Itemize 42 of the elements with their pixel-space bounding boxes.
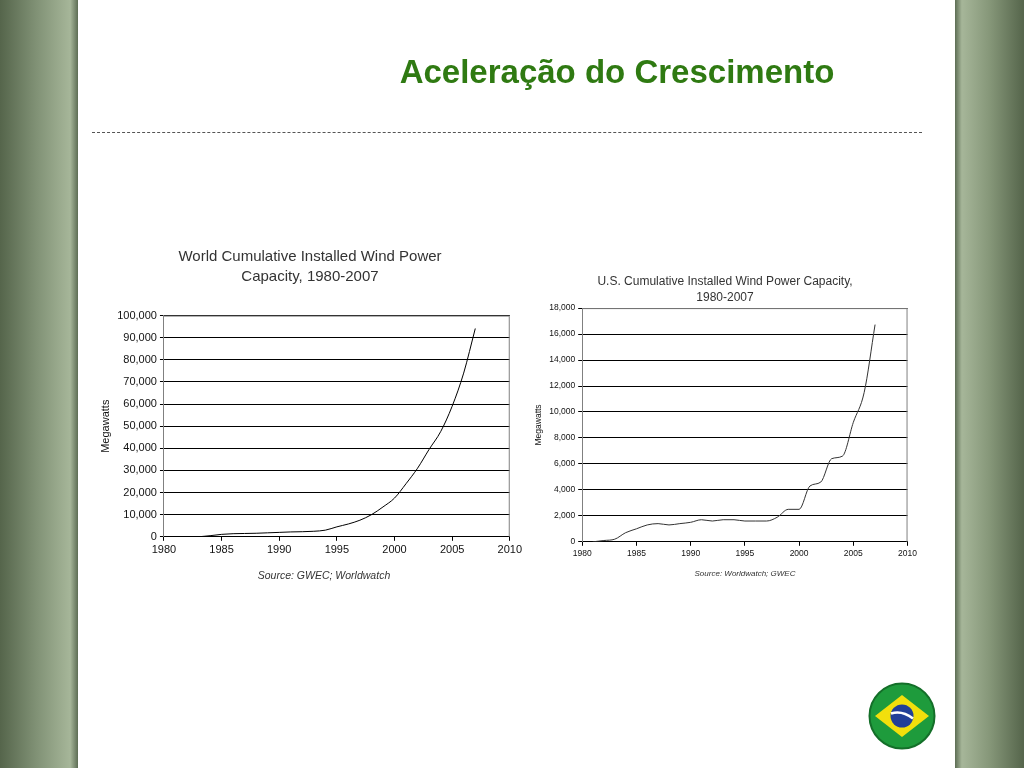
y-tick-label: 14,000 [549, 354, 576, 365]
y-axis-title: Megawatts [533, 404, 544, 446]
text: Aceleração do Crescimento [398, 53, 836, 91]
x-tick-label: 1980 [572, 548, 592, 559]
x-tick-label: 1990 [266, 543, 292, 556]
y-tick-label: 50,000 [123, 419, 157, 432]
y-tick-label: 10,000 [549, 406, 576, 417]
x-tick-label: 1995 [324, 543, 350, 556]
y-tick-label: 70,000 [123, 374, 157, 387]
y-tick-label: 80,000 [123, 352, 157, 365]
y-tick-label: 60,000 [123, 397, 157, 410]
y-tick-label: 18,000 [549, 302, 576, 313]
y-tick-label: 100,000 [117, 308, 157, 321]
y-tick-label: 16,000 [549, 328, 576, 339]
y-tick-label: 90,000 [123, 330, 157, 343]
y-tick-label: 0 [150, 529, 157, 542]
x-tick-label: 2005 [439, 543, 465, 556]
y-tick-label: 0 [570, 536, 576, 547]
y-tick-label: 6,000 [553, 458, 576, 469]
x-tick-label: 2000 [789, 548, 809, 559]
source-note: Source: Worldwatch; GWEC [693, 569, 797, 578]
x-tick-label: 1985 [209, 543, 234, 556]
y-tick-label: 4,000 [553, 484, 576, 495]
x-tick-label: 2010 [497, 543, 523, 556]
x-tick-label: 1995 [735, 548, 755, 559]
y-tick-label: 10,000 [123, 507, 157, 520]
y-tick-label: 20,000 [123, 485, 157, 498]
y-tick-label: 8,000 [553, 432, 576, 443]
x-tick-label: 2005 [843, 548, 864, 559]
x-tick-label: 1990 [681, 548, 701, 559]
chart-title: World Cumulative Installed Wind Power Capacity, 1980-2007 [177, 246, 443, 286]
x-tick-label: 1985 [626, 548, 647, 559]
y-tick-label: 30,000 [123, 463, 157, 476]
y-tick-label: 2,000 [553, 510, 576, 521]
y-tick-label: 12,000 [549, 380, 576, 391]
y-tick-label: 40,000 [123, 441, 157, 454]
y-axis-title: Megawatts [98, 399, 111, 453]
chart-title: U.S. Cumulative Installed Wind Power Capacity, 1980-2007 [596, 273, 854, 305]
source-note: Source: GWEC; Worldwatch [256, 569, 392, 581]
x-tick-label: 1980 [151, 543, 177, 556]
x-tick-label: 2010 [898, 548, 918, 559]
x-tick-label: 2000 [382, 543, 407, 556]
